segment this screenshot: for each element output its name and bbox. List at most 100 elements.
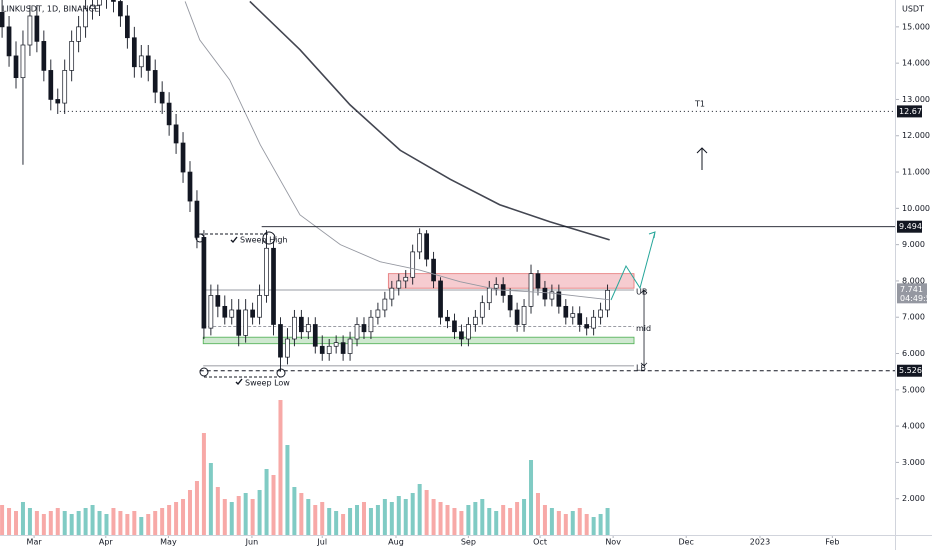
- candle-body: [326, 345, 332, 354]
- volume-bar: [403, 499, 408, 535]
- y-tick-label: 2.000: [902, 494, 925, 503]
- volume-bar: [445, 505, 450, 535]
- y-tick-label: 14.000: [902, 59, 930, 68]
- candle-body: [298, 316, 304, 333]
- candle-body: [194, 200, 200, 238]
- candle-body: [285, 338, 290, 358]
- volume-bar: [153, 511, 158, 535]
- candle-body: [69, 41, 75, 71]
- candle-body: [111, 0, 116, 2]
- candle-body: [584, 324, 590, 329]
- volume-bar: [389, 502, 394, 535]
- check-icon: [230, 236, 238, 244]
- candle-body: [208, 295, 214, 329]
- countdown-label: 04:49:58: [900, 294, 932, 303]
- candle-body: [187, 171, 193, 202]
- y-tick-label: 6.000: [902, 349, 925, 358]
- candle-body: [417, 233, 423, 253]
- volume-bar: [577, 508, 582, 535]
- candle-body: [76, 26, 81, 42]
- volume-bar: [104, 514, 109, 535]
- y-tick-label: 10.000: [902, 204, 930, 213]
- candle-body: [243, 309, 249, 336]
- volume-bar: [250, 499, 255, 535]
- candle-body: [375, 309, 381, 318]
- line-layer: [59, 0, 895, 372]
- volume-bar: [83, 508, 88, 535]
- volume-bar: [410, 493, 415, 535]
- candle-body: [278, 324, 283, 358]
- volume-bar: [34, 511, 39, 535]
- range-arrow: [640, 289, 648, 367]
- candle-body: [20, 44, 26, 79]
- y-tick-label: 11.000: [902, 168, 930, 177]
- price-tag: [897, 105, 922, 118]
- candle-body: [6, 26, 12, 57]
- volume-bar: [292, 487, 297, 535]
- volume-bar: [508, 508, 513, 535]
- volume-bar: [535, 493, 540, 535]
- candle-body: [83, 8, 88, 28]
- volume-bar: [438, 502, 443, 535]
- x-tick-label: 2023: [750, 538, 770, 547]
- x-tick-label: Sep: [461, 538, 476, 547]
- candle-body: [431, 258, 436, 282]
- volume-bar: [494, 511, 499, 535]
- candle-body: [264, 247, 269, 296]
- range-label: LB: [636, 363, 646, 372]
- volume-bar: [341, 514, 346, 535]
- volume-bar: [167, 505, 172, 535]
- volume-bar: [201, 433, 206, 535]
- candle-body: [0, 11, 5, 28]
- y-tick-label: 3.000: [902, 458, 925, 467]
- volume-bar: [417, 484, 422, 535]
- candle-body: [250, 309, 255, 318]
- x-tick-label: Dec: [678, 538, 693, 547]
- candle-body: [361, 324, 367, 333]
- candle-body: [305, 324, 311, 333]
- candle-body: [48, 70, 54, 100]
- volume-bar: [181, 499, 186, 535]
- axis-layer: 2.000 3.000 4.000 5.000 6.000 7.000 8.000 9.000…: [27, 22, 932, 546]
- volume-bar: [97, 511, 102, 535]
- candle-body: [507, 295, 513, 311]
- candle-body: [229, 309, 235, 318]
- volume-bar: [62, 511, 67, 535]
- candle-body: [528, 273, 534, 307]
- volume-bar: [208, 463, 213, 535]
- candle-body: [55, 99, 61, 104]
- volume-bar: [306, 499, 311, 535]
- volume-bar: [368, 508, 373, 535]
- volume-bar: [118, 511, 123, 535]
- candle-body: [445, 316, 450, 322]
- volume-bar: [55, 508, 60, 535]
- volume-bar: [598, 514, 603, 535]
- candle-body: [271, 247, 276, 325]
- candle-layer: [0, 0, 610, 372]
- volume-bar: [355, 505, 360, 535]
- candle-body: [131, 37, 137, 68]
- volume-bar: [285, 445, 290, 535]
- x-tick-label: May: [160, 538, 177, 547]
- price-tag: [897, 220, 922, 233]
- volume-bar: [20, 502, 25, 535]
- sweep-circle: [262, 231, 276, 245]
- volume-bar: [278, 400, 283, 535]
- volume-bar: [7, 508, 12, 535]
- volume-bar: [501, 505, 506, 535]
- price-tag-label: 12.671: [899, 107, 927, 116]
- price-tag: [897, 364, 922, 377]
- x-tick-label: Oct: [533, 538, 547, 547]
- volume-bar: [584, 514, 589, 535]
- candle-body: [459, 331, 464, 340]
- volume-bar: [48, 511, 53, 535]
- price-tag-label: 5.526: [899, 366, 922, 375]
- volume-bar: [473, 502, 478, 535]
- candle-body: [173, 124, 179, 144]
- volume-bar: [41, 514, 46, 535]
- candle-body: [180, 142, 186, 173]
- candle-body: [479, 302, 485, 318]
- volume-bar: [160, 508, 165, 535]
- volume-bar: [542, 505, 547, 535]
